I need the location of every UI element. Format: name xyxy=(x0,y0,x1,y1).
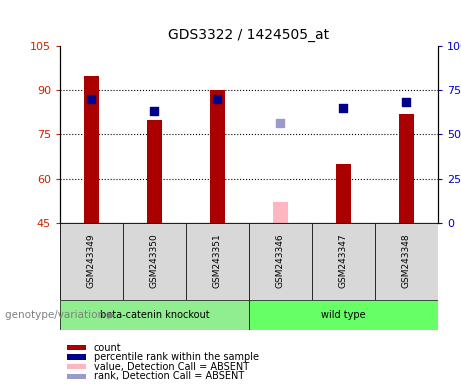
Text: genotype/variation ▶: genotype/variation ▶ xyxy=(5,310,115,320)
Text: GSM243351: GSM243351 xyxy=(213,234,222,288)
Bar xyxy=(312,223,375,300)
Text: GSM243346: GSM243346 xyxy=(276,234,285,288)
Bar xyxy=(67,364,86,369)
Text: GSM243350: GSM243350 xyxy=(150,234,159,288)
Text: GSM243348: GSM243348 xyxy=(402,234,411,288)
Point xyxy=(88,96,95,102)
Text: beta-catenin knockout: beta-catenin knockout xyxy=(100,310,209,320)
Point xyxy=(151,108,158,114)
Point xyxy=(403,99,410,105)
Text: rank, Detection Call = ABSENT: rank, Detection Call = ABSENT xyxy=(94,371,244,381)
Point xyxy=(340,105,347,111)
Text: GSM243347: GSM243347 xyxy=(339,234,348,288)
Bar xyxy=(249,300,438,330)
Bar xyxy=(249,223,312,300)
Text: GSM243349: GSM243349 xyxy=(87,234,96,288)
Bar xyxy=(210,90,225,223)
Bar xyxy=(83,76,99,223)
Text: wild type: wild type xyxy=(321,310,366,320)
Bar xyxy=(60,300,249,330)
Text: percentile rank within the sample: percentile rank within the sample xyxy=(94,352,259,362)
Text: value, Detection Call = ABSENT: value, Detection Call = ABSENT xyxy=(94,362,249,372)
Bar xyxy=(147,120,162,223)
Title: GDS3322 / 1424505_at: GDS3322 / 1424505_at xyxy=(168,28,330,42)
Point xyxy=(214,96,221,102)
Bar xyxy=(67,345,86,350)
Text: count: count xyxy=(94,343,122,353)
Bar xyxy=(375,223,438,300)
Bar xyxy=(186,223,249,300)
Point xyxy=(277,119,284,126)
Bar xyxy=(67,354,86,360)
Bar xyxy=(399,114,414,223)
Bar xyxy=(272,202,288,223)
Bar xyxy=(67,374,86,379)
Bar xyxy=(60,223,123,300)
Bar xyxy=(336,164,351,223)
Bar xyxy=(123,223,186,300)
